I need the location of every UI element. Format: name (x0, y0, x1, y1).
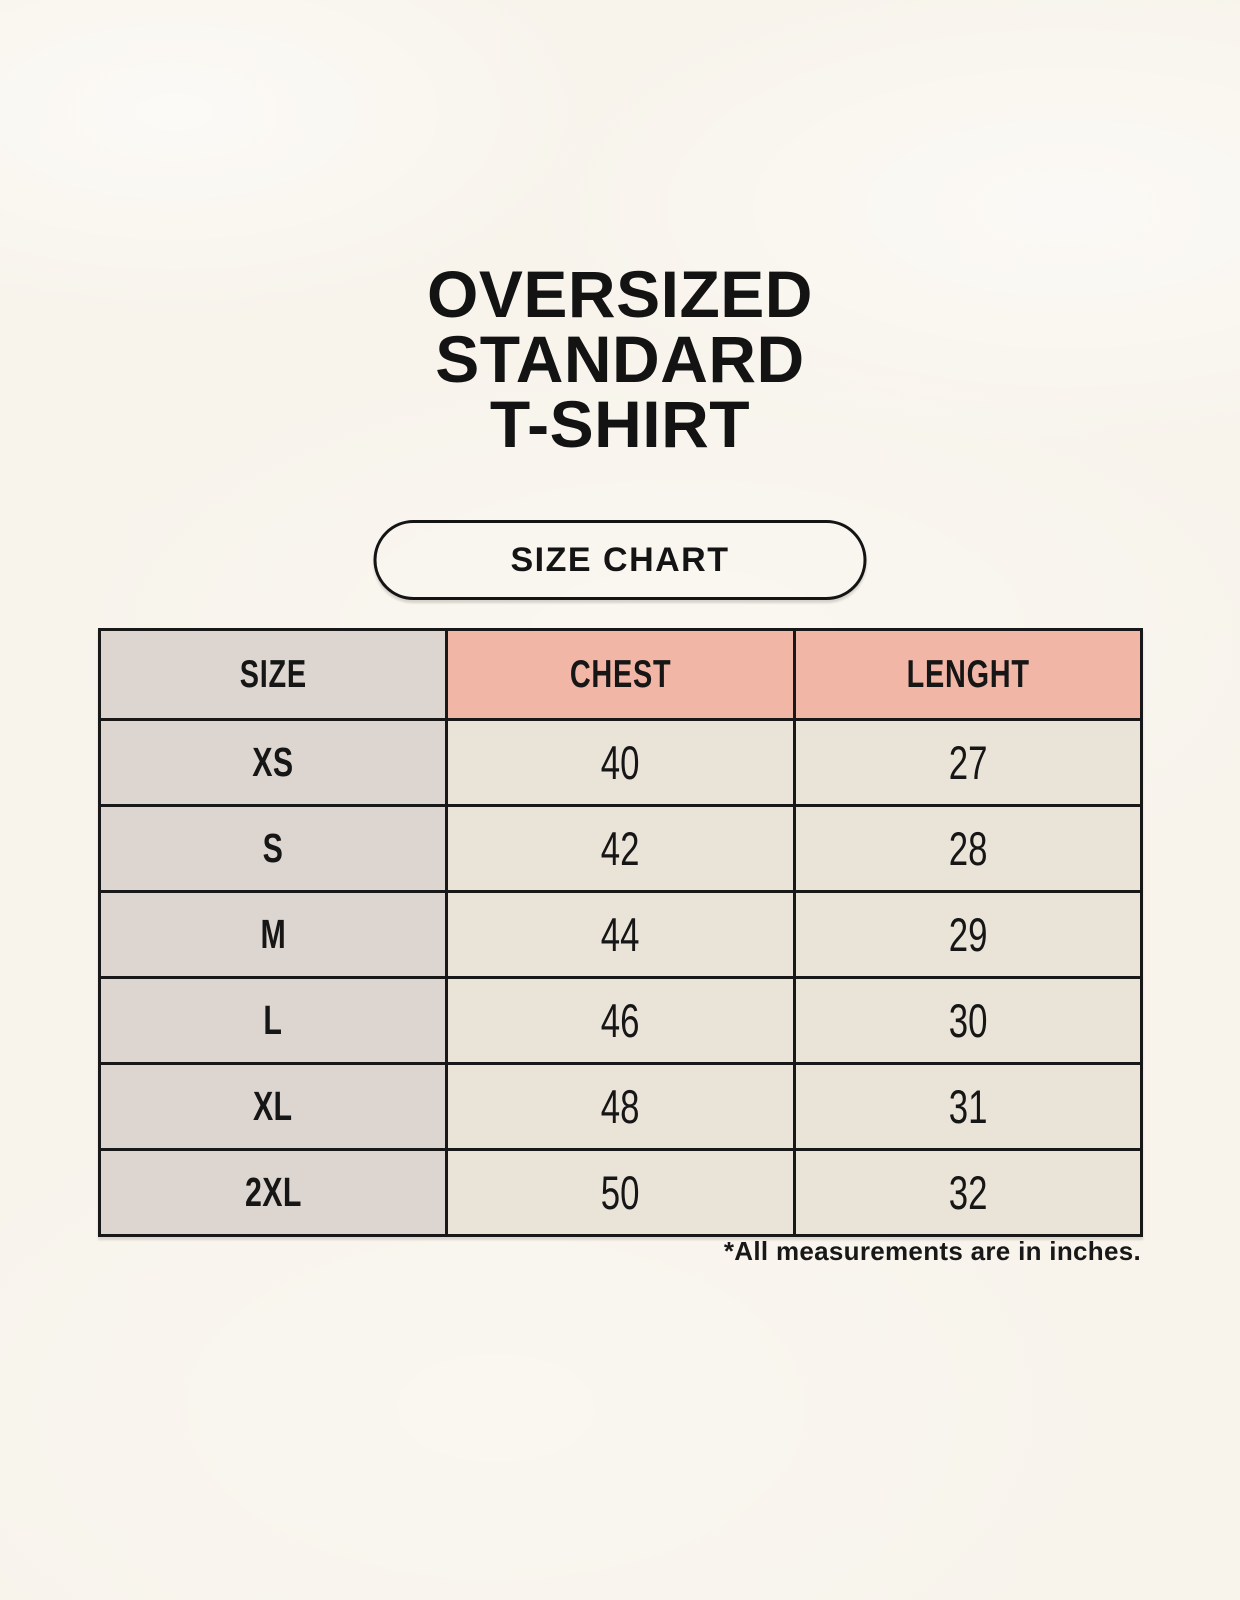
table-row-xs: XS 40 27 (97, 718, 1144, 807)
chest-value: 48 (601, 1080, 640, 1133)
table-row-m: M 44 29 (97, 890, 1144, 979)
length-cell: 32 (792, 1148, 1144, 1237)
size-label: XS (252, 739, 294, 785)
header-cell-length: LENGHT (792, 628, 1144, 721)
size-cell: XL (97, 1062, 449, 1151)
size-label: S (262, 825, 284, 871)
chest-value: 42 (601, 822, 640, 875)
length-value: 32 (948, 1166, 988, 1219)
chest-value: 40 (601, 736, 640, 789)
size-label: M (260, 911, 286, 957)
length-cell: 28 (792, 804, 1144, 893)
size-label: 2XL (244, 1169, 302, 1215)
size-label: XL (253, 1083, 293, 1129)
length-value: 29 (948, 908, 988, 961)
header-length-label: LENGHT (906, 652, 1030, 696)
length-cell: 30 (792, 976, 1144, 1065)
chest-value: 46 (601, 994, 640, 1047)
table-header: SIZE CHEST LENGHT (97, 628, 1144, 721)
length-cell: 29 (792, 890, 1144, 979)
chest-value: 44 (601, 908, 640, 961)
chest-cell: 46 (445, 976, 796, 1065)
size-chart-badge: SIZE CHART (373, 520, 867, 600)
size-chart-table: SIZE CHEST LENGHT XS 40 27 S 42 28 M 44 … (97, 628, 1144, 1237)
chest-cell: 44 (445, 890, 796, 979)
chest-value: 50 (601, 1166, 640, 1219)
size-cell: L (97, 976, 449, 1065)
product-title-line-3: T-SHIRT (489, 387, 751, 461)
chest-cell: 50 (445, 1148, 796, 1237)
size-label: L (263, 997, 283, 1043)
length-cell: 27 (792, 718, 1144, 807)
product-title: OVERSIZED STANDARD T-SHIRT (0, 257, 1240, 461)
chest-cell: 48 (445, 1062, 796, 1151)
table-row-l: L 46 30 (97, 976, 1144, 1065)
length-value: 31 (948, 1080, 988, 1133)
chest-cell: 42 (445, 804, 796, 893)
header-size-label: SIZE (239, 652, 307, 696)
header-row: SIZE CHEST LENGHT (97, 628, 1144, 721)
table-row-s: S 42 28 (97, 804, 1144, 893)
length-value: 27 (948, 736, 988, 789)
table-row-xl: XL 48 31 (97, 1062, 1144, 1151)
length-value: 28 (948, 822, 988, 875)
product-title-line-1: OVERSIZED (427, 257, 813, 331)
length-cell: 31 (792, 1062, 1144, 1151)
size-cell: XS (97, 718, 449, 807)
size-cell: M (97, 890, 449, 979)
size-chart-badge-label: SIZE CHART (510, 540, 730, 579)
size-cell: S (97, 804, 449, 893)
measurements-note: *All measurements are in inches. (723, 1236, 1141, 1266)
length-value: 30 (948, 994, 988, 1047)
size-cell: 2XL (97, 1148, 449, 1237)
table-row-2xl: 2XL 50 32 (97, 1148, 1144, 1237)
chest-cell: 40 (445, 718, 796, 807)
header-cell-size: SIZE (97, 628, 449, 721)
header-cell-chest: CHEST (445, 628, 796, 721)
product-title-line-2: STANDARD (435, 322, 805, 396)
header-chest-label: CHEST (569, 652, 672, 696)
